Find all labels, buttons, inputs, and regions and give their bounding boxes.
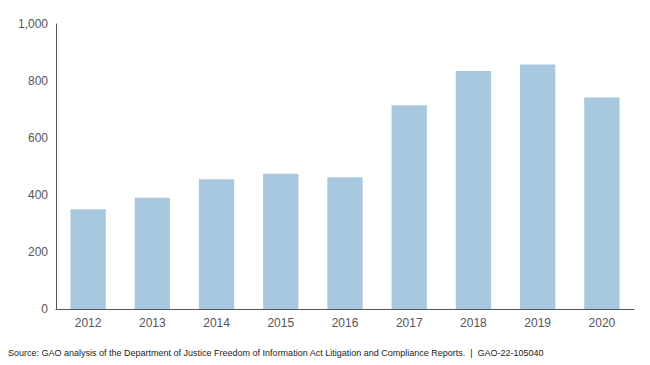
svg-text:2014: 2014 <box>203 316 230 330</box>
svg-text:200: 200 <box>28 245 48 259</box>
svg-text:2019: 2019 <box>524 316 551 330</box>
svg-text:800: 800 <box>28 74 48 88</box>
svg-text:2018: 2018 <box>460 316 487 330</box>
svg-text:Source: GAO analysis of the De: Source: GAO analysis of the Department o… <box>8 348 544 358</box>
svg-text:0: 0 <box>41 302 48 316</box>
svg-text:2012: 2012 <box>75 316 102 330</box>
svg-text:2015: 2015 <box>267 316 294 330</box>
svg-text:2016: 2016 <box>332 316 359 330</box>
svg-text:2017: 2017 <box>396 316 423 330</box>
svg-text:2013: 2013 <box>139 316 166 330</box>
svg-text:2020: 2020 <box>589 316 616 330</box>
svg-text:400: 400 <box>28 188 48 202</box>
svg-text:1,000: 1,000 <box>18 17 48 31</box>
svg-text:600: 600 <box>28 131 48 145</box>
